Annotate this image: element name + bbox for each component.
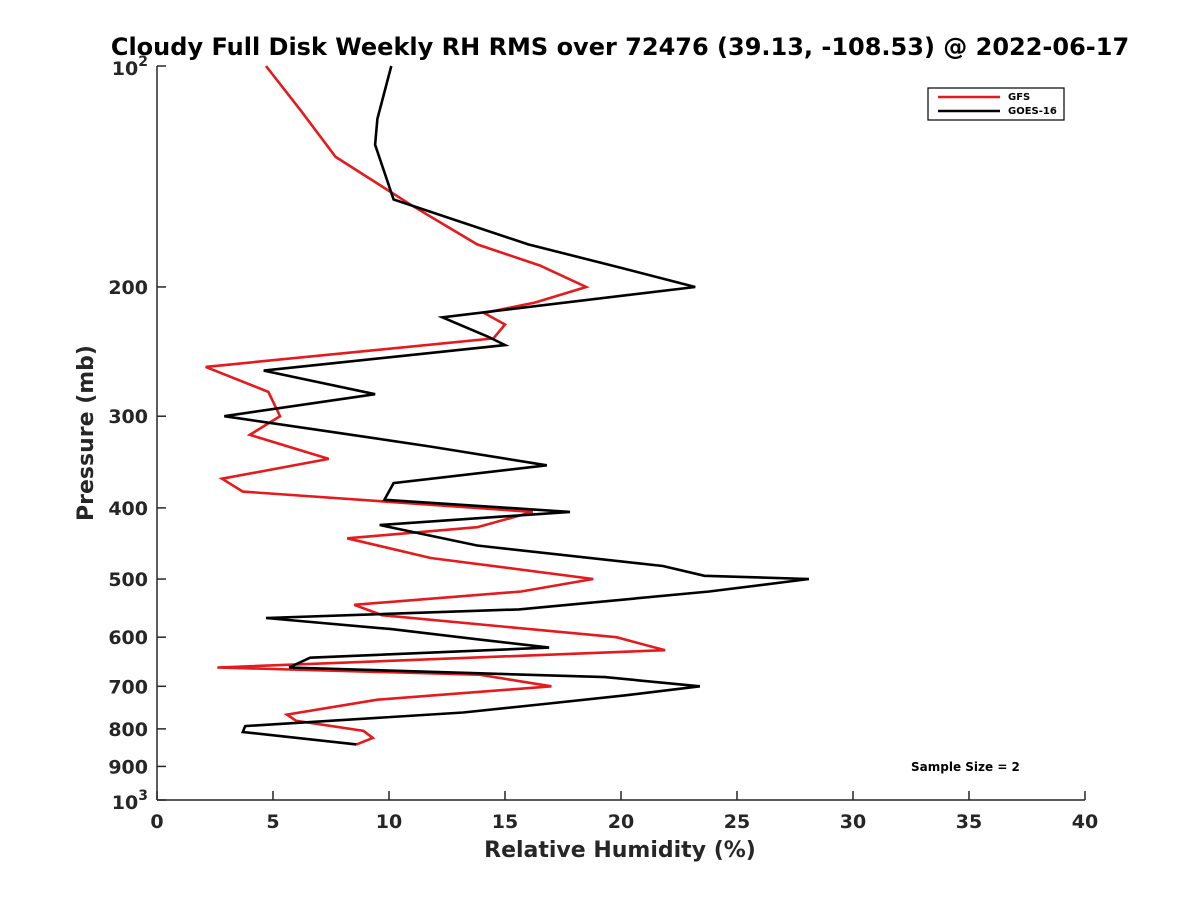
x-tick-label: 20 bbox=[608, 811, 634, 833]
y-tick-label: 300 bbox=[108, 406, 148, 428]
y-tick-label-power: 103 bbox=[112, 788, 148, 814]
y-tick-label: 600 bbox=[108, 627, 148, 649]
legend-label-goes16: GOES-16 bbox=[1008, 106, 1057, 117]
y-tick-label: 900 bbox=[108, 756, 148, 778]
x-tick-label: 10 bbox=[376, 811, 402, 833]
y-tick-label: 500 bbox=[108, 569, 148, 591]
axes-layer: 0 5 10 15 20 25 30 35 40 102 200 300 400 500 600 700 800… bbox=[108, 54, 1098, 833]
x-tick-label: 0 bbox=[150, 811, 163, 833]
series-line-gfs bbox=[205, 65, 666, 746]
x-tick-label: 15 bbox=[492, 811, 518, 833]
y-tick-label-power: 102 bbox=[112, 54, 148, 80]
sample-size-annotation: Sample Size = 2 bbox=[911, 760, 1020, 774]
y-axis-label: Pressure (mb) bbox=[74, 345, 99, 521]
series-layer bbox=[205, 65, 810, 746]
chart-title: Cloudy Full Disk Weekly RH RMS over 7247… bbox=[111, 33, 1129, 61]
x-tick-label: 30 bbox=[840, 811, 866, 833]
x-tick-label: 35 bbox=[956, 811, 982, 833]
x-tick-label: 40 bbox=[1072, 811, 1098, 833]
x-tick-label: 5 bbox=[266, 811, 279, 833]
x-tick-label: 25 bbox=[724, 811, 750, 833]
series-line-goes16 bbox=[224, 65, 810, 746]
y-tick-label: 400 bbox=[108, 498, 148, 520]
y-tick-label: 800 bbox=[108, 719, 148, 741]
y-tick-label: 200 bbox=[108, 277, 148, 299]
y-tick-label: 700 bbox=[108, 676, 148, 698]
x-axis-label: Relative Humidity (%) bbox=[484, 838, 756, 863]
legend: GFS GOES-16 bbox=[927, 87, 1065, 121]
legend-box bbox=[927, 87, 1065, 121]
legend-label-gfs: GFS bbox=[1008, 92, 1030, 103]
